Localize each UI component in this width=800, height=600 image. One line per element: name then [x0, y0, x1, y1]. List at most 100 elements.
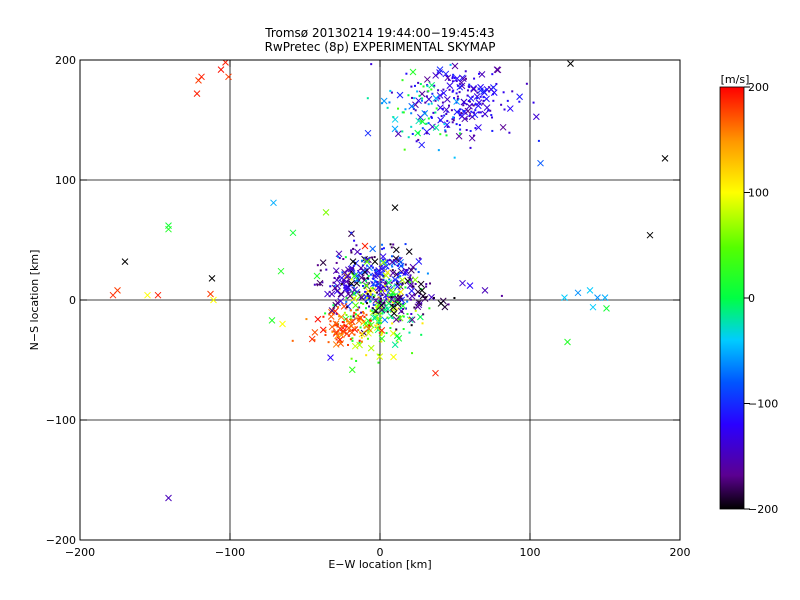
data-point [466, 89, 469, 92]
data-point [335, 270, 338, 273]
data-point [432, 111, 435, 114]
data-point [458, 124, 461, 127]
y-tick-label: 200 [55, 54, 76, 67]
data-point [421, 322, 424, 325]
data-point [342, 279, 345, 282]
data-point-x [490, 89, 498, 96]
data-point [335, 338, 338, 341]
data-point [495, 82, 498, 85]
data-point [425, 95, 428, 98]
data-point [388, 101, 391, 104]
data-point-x [394, 130, 402, 138]
data-point [381, 243, 384, 246]
data-point-x [327, 354, 334, 361]
data-point [291, 339, 294, 342]
data-point [490, 114, 493, 117]
x-tick-label: 100 [520, 546, 541, 559]
data-point-x [389, 269, 397, 277]
data-point [366, 337, 369, 340]
data-point [418, 295, 421, 298]
data-point [406, 300, 409, 303]
data-point [316, 283, 319, 286]
data-point-x [493, 66, 501, 73]
data-point-x [374, 280, 382, 288]
data-point [444, 129, 447, 132]
data-point-x [446, 82, 454, 89]
colorbar [719, 86, 745, 510]
data-point [350, 357, 353, 360]
data-point [368, 324, 371, 327]
data-point [438, 119, 441, 122]
data-point [441, 107, 444, 110]
data-point-x [337, 340, 345, 347]
data-point-x [356, 341, 363, 349]
colorbar-label: [m/s] [721, 73, 750, 86]
data-point [391, 322, 394, 325]
data-point [342, 280, 345, 283]
data-point [353, 311, 356, 314]
data-point [456, 95, 459, 98]
data-point [377, 272, 380, 275]
data-point [500, 294, 503, 297]
data-point [366, 97, 369, 100]
data-point [339, 340, 342, 343]
data-point [405, 72, 408, 75]
data-point [340, 283, 343, 286]
data-point [359, 326, 362, 329]
data-point-x [437, 300, 445, 307]
data-point [351, 329, 354, 332]
data-point [413, 97, 416, 100]
colorbar-tick-label: 0 [748, 292, 755, 305]
data-point [446, 110, 449, 113]
data-point [443, 123, 446, 126]
data-point [449, 63, 452, 66]
data-point [370, 264, 373, 267]
data-point [351, 339, 354, 342]
data-point-x [432, 369, 439, 377]
data-point [467, 100, 470, 103]
data-point [390, 296, 393, 299]
data-point [379, 300, 382, 303]
data-point-x [393, 332, 401, 340]
data-point [364, 296, 367, 299]
data-point [385, 282, 388, 285]
data-point [411, 352, 414, 355]
data-point [430, 115, 433, 118]
data-point-x [333, 287, 341, 295]
data-point [401, 310, 404, 313]
data-point [397, 317, 400, 320]
data-point-x [397, 262, 405, 270]
data-point [469, 129, 472, 132]
data-point [382, 308, 385, 311]
data-point-x [335, 250, 343, 258]
data-point-x [603, 305, 610, 312]
data-point [396, 282, 399, 285]
data-point [360, 301, 363, 304]
data-point-x [443, 106, 450, 114]
data-point [389, 294, 392, 297]
data-point-x [391, 276, 399, 283]
data-point-x [388, 287, 395, 294]
data-point [368, 297, 371, 300]
data-point [364, 300, 367, 303]
data-point-x [328, 307, 336, 314]
data-point-x [342, 284, 350, 292]
data-point-x [379, 259, 387, 266]
data-point-x [481, 287, 489, 294]
data-point-x [418, 287, 426, 294]
data-point [362, 310, 365, 313]
data-point [392, 243, 395, 246]
data-point [390, 246, 393, 249]
data-point [500, 103, 503, 106]
data-point [352, 314, 355, 317]
data-point [354, 326, 357, 329]
data-point-x [516, 93, 523, 101]
data-point-x [471, 111, 479, 119]
data-point [452, 119, 455, 122]
data-point-x [349, 258, 357, 265]
data-point [386, 106, 389, 109]
data-point [360, 311, 363, 314]
data-point [347, 282, 350, 285]
colorbar-tick-label: −200 [748, 503, 778, 516]
data-point-x [456, 83, 464, 91]
